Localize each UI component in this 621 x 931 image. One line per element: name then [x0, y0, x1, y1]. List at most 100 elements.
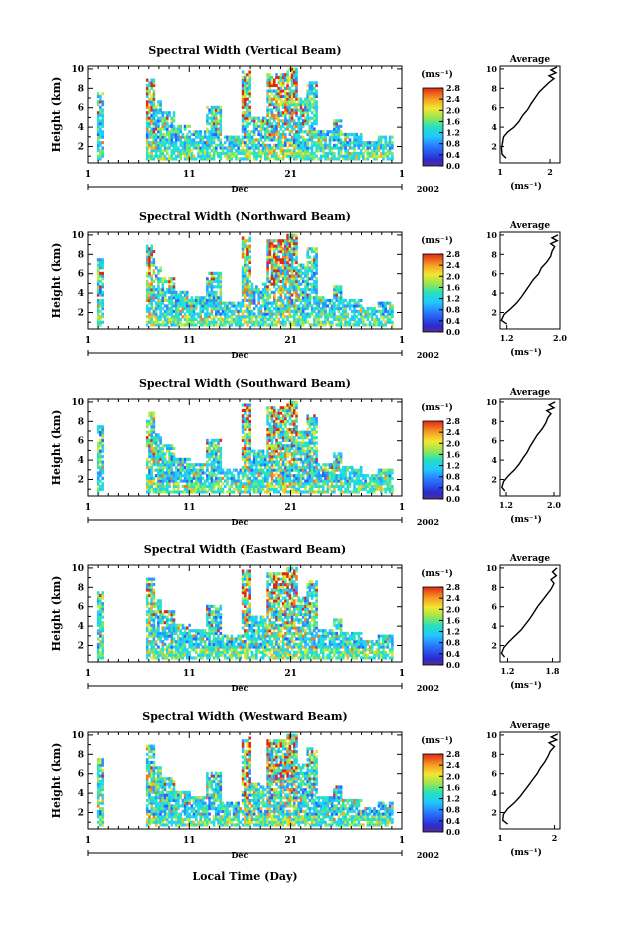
- heatmap-cell: [348, 132, 352, 136]
- heatmap-cell: [210, 455, 214, 459]
- heatmap-cell: [268, 468, 272, 472]
- heatmap-cell: [284, 141, 287, 145]
- heatmap-cell: [192, 468, 196, 472]
- heatmap-cell: [152, 127, 156, 131]
- heatmap-cell: [244, 408, 247, 412]
- heatmap-cell: [237, 471, 240, 475]
- heatmap-cell: [174, 127, 178, 131]
- heatmap-cell: [99, 100, 102, 104]
- heatmap-cell: [96, 260, 100, 264]
- heatmap-cell: [99, 141, 102, 145]
- heatmap-cell: [161, 482, 165, 486]
- heatmap-cell: [241, 465, 245, 469]
- heatmap-cell: [188, 298, 191, 302]
- heatmap-cell: [248, 479, 251, 483]
- heatmap-cell: [288, 100, 292, 104]
- heatmap-cell: [201, 490, 205, 494]
- heatmap-cell: [241, 304, 245, 308]
- heatmap-cell: [248, 141, 251, 145]
- heatmap-cell: [313, 484, 316, 488]
- heatmap-cell: [301, 465, 305, 469]
- heatmap-cell: [206, 293, 209, 297]
- heatmap-cell: [241, 474, 245, 478]
- heatmap-cell: [359, 138, 363, 142]
- heatmap-cell: [163, 296, 167, 300]
- heatmap-cell: [219, 151, 223, 155]
- heatmap-cell: [181, 490, 185, 494]
- heatmap-cell: [339, 151, 343, 155]
- heatmap-cell: [301, 490, 305, 494]
- heatmap-cell: [310, 285, 314, 289]
- heatmap-cell: [170, 154, 174, 158]
- profile-y-tick-label: 2: [491, 142, 497, 152]
- heatmap-cell: [366, 157, 370, 161]
- heatmap-cell: [295, 288, 298, 292]
- heatmap-cell: [286, 78, 289, 82]
- heatmap-cell: [379, 141, 383, 145]
- heatmap-cell: [197, 476, 200, 480]
- heatmap-cell: [375, 320, 379, 324]
- heatmap-cell: [337, 320, 341, 324]
- heatmap-cell: [304, 444, 307, 448]
- heatmap-cell: [286, 127, 289, 131]
- heatmap-cell: [279, 304, 283, 308]
- heatmap-cell: [150, 444, 153, 448]
- heatmap-cell: [266, 279, 269, 283]
- heatmap-cell: [286, 100, 289, 104]
- heatmap-cell: [350, 151, 354, 155]
- heatmap-cell: [288, 449, 292, 453]
- heatmap-cell: [333, 285, 336, 289]
- heatmap-cell: [275, 301, 278, 305]
- heatmap-cell: [159, 490, 162, 494]
- heatmap-cell: [170, 119, 174, 123]
- heatmap-cell: [150, 463, 153, 467]
- heatmap-cell: [290, 113, 294, 117]
- heatmap-cell: [306, 89, 309, 93]
- heatmap-cell: [273, 127, 276, 131]
- heatmap-cell: [373, 309, 376, 313]
- heatmap-cell: [199, 484, 202, 488]
- heatmap-cell: [197, 487, 200, 491]
- heatmap-cell: [359, 304, 363, 308]
- heatmap-cell: [257, 479, 260, 483]
- heatmap-cell: [145, 285, 149, 289]
- heatmap-cell: [188, 135, 191, 139]
- heatmap-cell: [308, 103, 312, 107]
- heatmap-cell: [232, 309, 236, 313]
- heatmap-cell: [246, 78, 249, 82]
- heatmap-cell: [295, 97, 298, 101]
- heatmap-cell: [96, 132, 100, 136]
- heatmap-cell: [159, 301, 162, 305]
- heatmap-cell: [230, 149, 234, 153]
- heatmap-cell: [266, 89, 269, 93]
- heatmap-cell: [382, 307, 385, 311]
- heatmap-cell: [281, 252, 285, 256]
- heatmap-cell: [270, 320, 274, 324]
- heatmap-cell: [273, 113, 276, 117]
- heatmap-cell: [190, 301, 194, 305]
- heatmap-cell: [379, 312, 383, 316]
- heatmap-cell: [183, 471, 187, 475]
- heatmap-cell: [210, 154, 214, 158]
- heatmap-cell: [217, 460, 220, 464]
- heatmap-cell: [226, 149, 229, 153]
- heatmap-cell: [241, 476, 245, 480]
- y-tick-label: 4: [78, 289, 84, 299]
- heatmap-cell: [154, 474, 158, 478]
- heatmap-cell: [290, 444, 294, 448]
- heatmap-cell: [299, 474, 303, 478]
- heatmap-cell: [159, 293, 162, 297]
- heatmap-cell: [150, 433, 153, 437]
- heatmap-cell: [273, 97, 276, 101]
- heatmap-cell: [221, 149, 225, 153]
- heatmap-cell: [174, 146, 178, 150]
- heatmap-cell: [297, 446, 301, 450]
- heatmap-cell: [101, 271, 104, 275]
- heatmap-cell: [161, 457, 165, 461]
- heatmap-cell: [195, 304, 198, 308]
- heatmap-cell: [217, 279, 220, 283]
- heatmap-cell: [315, 154, 318, 158]
- heatmap-cell: [304, 436, 307, 440]
- heatmap-cell: [293, 127, 296, 131]
- heatmap-cell: [223, 479, 227, 483]
